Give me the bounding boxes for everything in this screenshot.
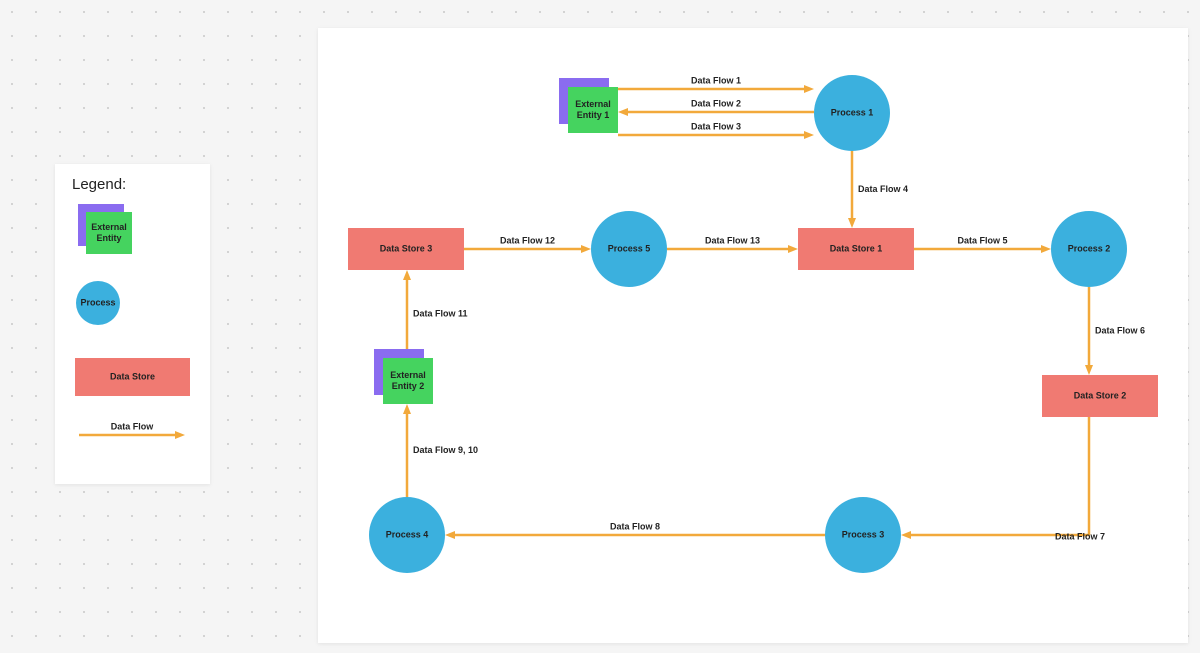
node-ext1[interactable]: ExternalEntity 1	[559, 78, 618, 133]
node-proc2[interactable]: Process 2	[1051, 211, 1127, 287]
edge-f5: Data Flow 5	[914, 235, 1051, 253]
node-label-proc3: Process 3	[842, 529, 885, 539]
edge-label-f13: Data Flow 13	[705, 235, 760, 245]
edge-f13: Data Flow 13	[667, 235, 798, 253]
edge-f7: Data Flow 7	[901, 417, 1105, 541]
node-label-ds2: Data Store 2	[1074, 390, 1127, 400]
node-label-proc4: Process 4	[386, 529, 429, 539]
edge-label-f3: Data Flow 3	[691, 121, 741, 131]
node-proc5[interactable]: Process 5	[591, 211, 667, 287]
node-ext2[interactable]: ExternalEntity 2	[374, 349, 433, 404]
edge-label-f9: Data Flow 9, 10	[413, 445, 478, 455]
node-ds1[interactable]: Data Store 1	[798, 228, 914, 270]
legend-svg: ExternalEntity Process Data Store Data Flow	[55, 164, 210, 484]
node-label-ds3: Data Store 3	[380, 243, 433, 253]
node-label-ds1: Data Store 1	[830, 243, 883, 253]
diagram-svg: Data Flow 1 Data Flow 2 Data Flow 3 Data Fl…	[318, 28, 1188, 643]
edge-f12: Data Flow 12	[464, 235, 591, 253]
edge-f11: Data Flow 11	[403, 270, 468, 358]
edge-label-f11: Data Flow 11	[413, 308, 468, 318]
edge-label-f1: Data Flow 1	[691, 75, 741, 85]
edge-label-f7: Data Flow 7	[1055, 531, 1105, 541]
edge-f2: Data Flow 2	[618, 98, 814, 116]
legend-panel: Legend: ExternalEntityProcessData StoreD…	[55, 164, 210, 484]
edge-label-f5: Data Flow 5	[957, 235, 1007, 245]
legend-process-label: Process	[80, 297, 115, 307]
node-label-ext2: ExternalEntity 2	[390, 370, 426, 391]
legend-data-flow-label: Data Flow	[111, 421, 155, 431]
edge-label-f6: Data Flow 6	[1095, 325, 1145, 335]
edge-f6: Data Flow 6	[1085, 287, 1145, 375]
edge-label-f12: Data Flow 12	[500, 235, 555, 245]
node-proc1[interactable]: Process 1	[814, 75, 890, 151]
node-label-proc5: Process 5	[608, 243, 651, 253]
edge-label-f2: Data Flow 2	[691, 98, 741, 108]
node-ds3[interactable]: Data Store 3	[348, 228, 464, 270]
diagram-canvas: Data Flow 1 Data Flow 2 Data Flow 3 Data Fl…	[318, 28, 1188, 643]
edge-label-f8: Data Flow 8	[610, 521, 660, 531]
edge-f3: Data Flow 3	[618, 121, 814, 139]
edge-f4: Data Flow 4	[848, 151, 908, 228]
edge-f1: Data Flow 1	[618, 75, 814, 93]
node-label-proc1: Process 1	[831, 107, 874, 117]
node-label-proc2: Process 2	[1068, 243, 1111, 253]
node-proc3[interactable]: Process 3	[825, 497, 901, 573]
node-label-ext1: ExternalEntity 1	[575, 99, 611, 120]
node-proc4[interactable]: Process 4	[369, 497, 445, 573]
node-ds2[interactable]: Data Store 2	[1042, 375, 1158, 417]
legend-data-store-label: Data Store	[110, 371, 155, 381]
legend-external-entity-label: ExternalEntity	[91, 222, 127, 243]
edge-f8: Data Flow 8	[445, 521, 825, 539]
edge-label-f4: Data Flow 4	[858, 184, 908, 194]
edge-f9: Data Flow 9, 10	[403, 404, 478, 497]
